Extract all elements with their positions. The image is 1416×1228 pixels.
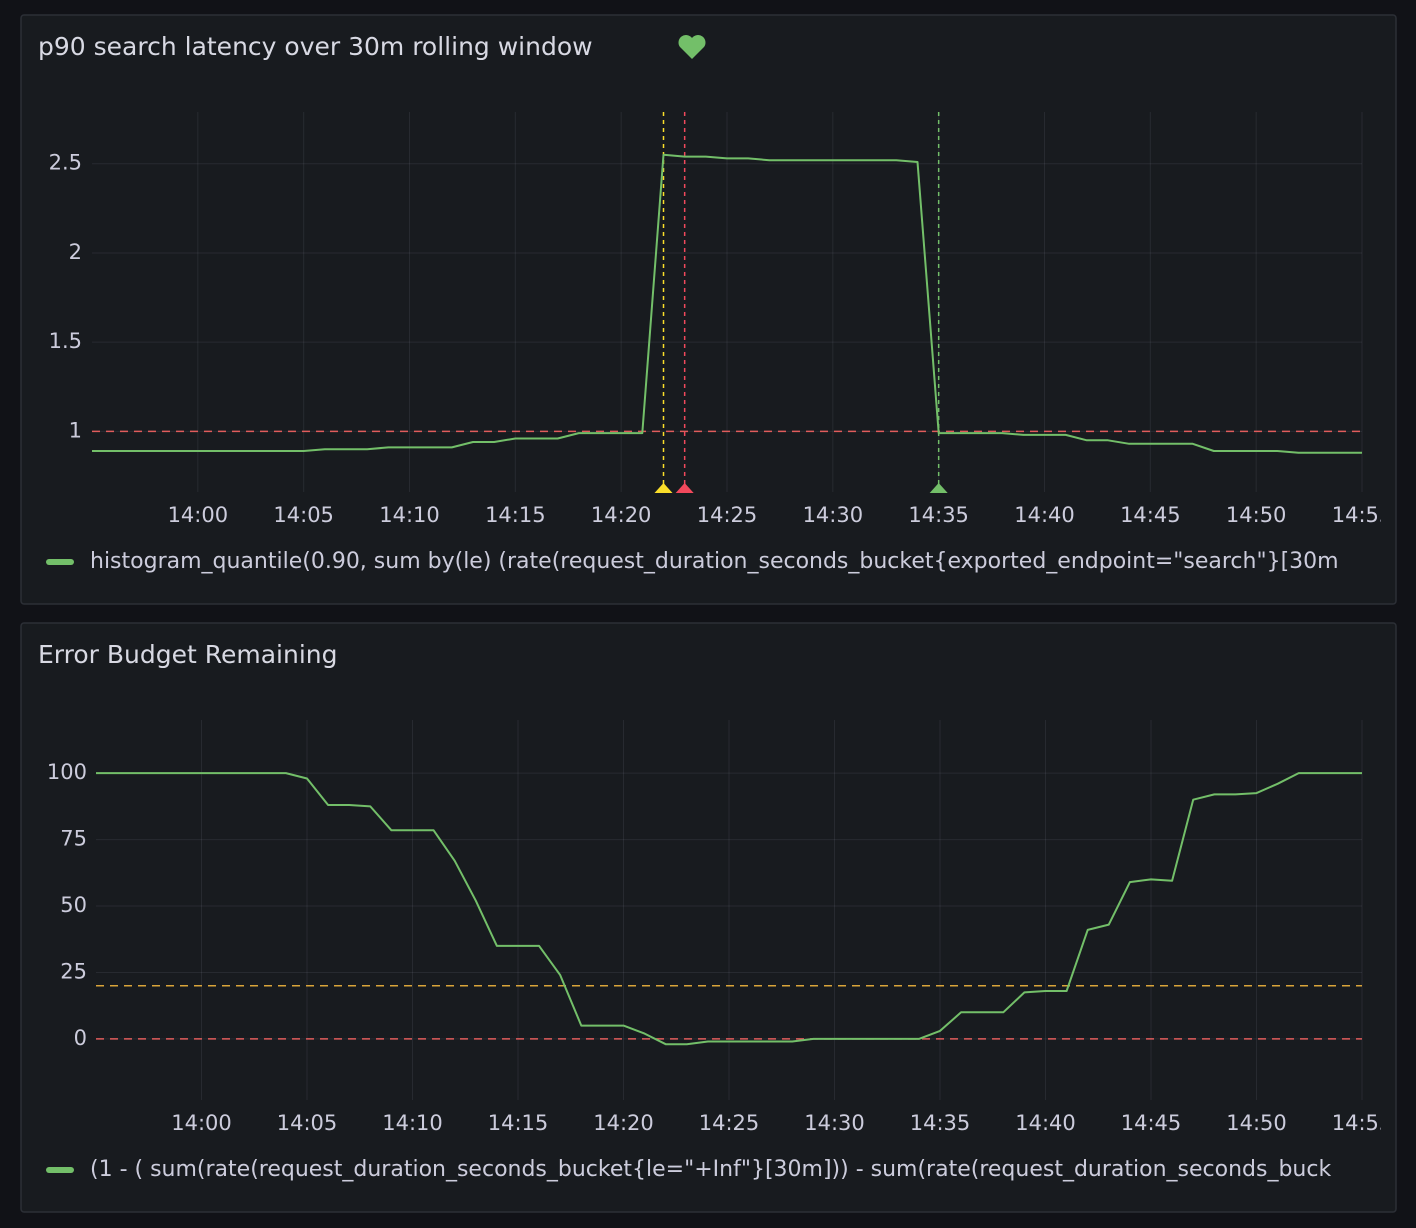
y-tick-label: 100 — [47, 760, 87, 784]
health-icon — [678, 35, 706, 59]
legend-swatch — [46, 1167, 74, 1173]
series-line — [96, 772, 1362, 1046]
x-tick-label: 14:20 — [593, 1111, 654, 1135]
x-tick-label: 14:55 — [1332, 503, 1393, 527]
x-tick-label: 14:45 — [1120, 503, 1181, 527]
panel-title: Error Budget Remaining — [38, 640, 338, 669]
x-tick-label: 14:25 — [699, 1111, 760, 1135]
x-tick-label: 14:55 — [1332, 1111, 1393, 1135]
x-tick-label: 14:35 — [908, 503, 969, 527]
annotation-marker — [929, 483, 948, 493]
x-tick-label: 14:10 — [382, 1111, 443, 1135]
series-line — [92, 153, 1362, 454]
x-tick-label: 14:50 — [1226, 503, 1287, 527]
x-tick-label: 14:50 — [1226, 1111, 1287, 1135]
panel-title: p90 search latency over 30m rolling wind… — [38, 32, 593, 61]
x-tick-label: 14:30 — [804, 1111, 865, 1135]
x-tick-label: 14:20 — [591, 503, 652, 527]
annotation-marker — [675, 483, 694, 493]
y-tick-label: 25 — [60, 959, 87, 983]
x-tick-label: 14:35 — [910, 1111, 971, 1135]
x-tick-label: 14:05 — [273, 503, 334, 527]
panel — [20, 14, 1397, 605]
x-tick-label: 14:05 — [277, 1111, 338, 1135]
y-tick-label: 2 — [69, 240, 82, 264]
x-tick-label: 14:25 — [697, 503, 758, 527]
y-tick-label: 50 — [60, 893, 87, 917]
x-tick-label: 14:00 — [171, 1111, 232, 1135]
y-tick-label: 75 — [60, 827, 87, 851]
x-tick-label: 14:30 — [803, 503, 864, 527]
panel — [20, 622, 1397, 1213]
x-tick-label: 14:15 — [485, 503, 546, 527]
legend-swatch — [46, 559, 74, 565]
x-tick-label: 14:45 — [1121, 1111, 1182, 1135]
y-tick-label: 2.5 — [49, 151, 82, 175]
x-tick-label: 14:00 — [168, 503, 229, 527]
y-tick-label: 1 — [69, 418, 82, 442]
annotation-marker — [654, 483, 673, 493]
y-tick-label: 0 — [74, 1026, 87, 1050]
legend-label: (1 - ( sum(rate(request_duration_seconds… — [90, 1157, 1331, 1182]
x-tick-label: 14:40 — [1014, 503, 1075, 527]
y-tick-label: 1.5 — [49, 329, 82, 353]
x-tick-label: 14:10 — [379, 503, 440, 527]
x-tick-label: 14:40 — [1015, 1111, 1076, 1135]
x-tick-label: 14:15 — [488, 1111, 549, 1135]
legend-label: histogram_quantile(0.90, sum by(le) (rat… — [90, 549, 1339, 574]
